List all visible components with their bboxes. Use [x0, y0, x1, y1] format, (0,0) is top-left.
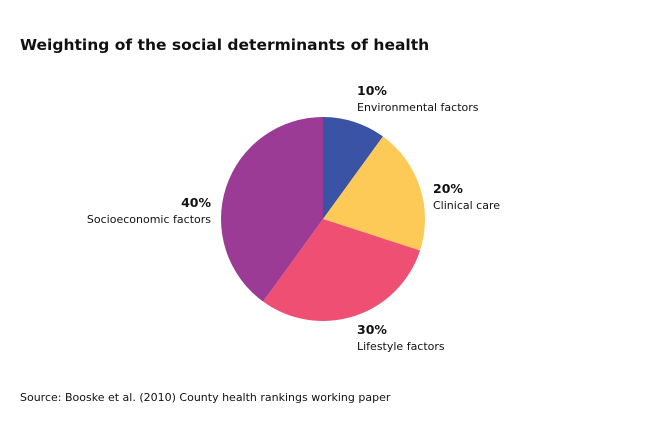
pie-slice: [323, 136, 425, 251]
chart-title: Weighting of the social determinants of …: [20, 36, 429, 54]
pie-slice: [323, 117, 383, 219]
category-label: Clinical care: [433, 199, 500, 212]
value-label: 30%: [357, 322, 387, 337]
category-label: Socioeconomic factors: [87, 213, 211, 226]
category-label: Lifestyle factors: [357, 340, 445, 353]
category-label: Environmental factors: [357, 101, 479, 114]
value-label: 40%: [181, 195, 211, 210]
value-label: 20%: [433, 181, 463, 196]
pie-slice: [220, 117, 323, 302]
source-note: Source: Booske et al. (2010) County heal…: [20, 391, 391, 404]
pie-slice: [263, 219, 421, 321]
value-label: 10%: [357, 83, 387, 98]
